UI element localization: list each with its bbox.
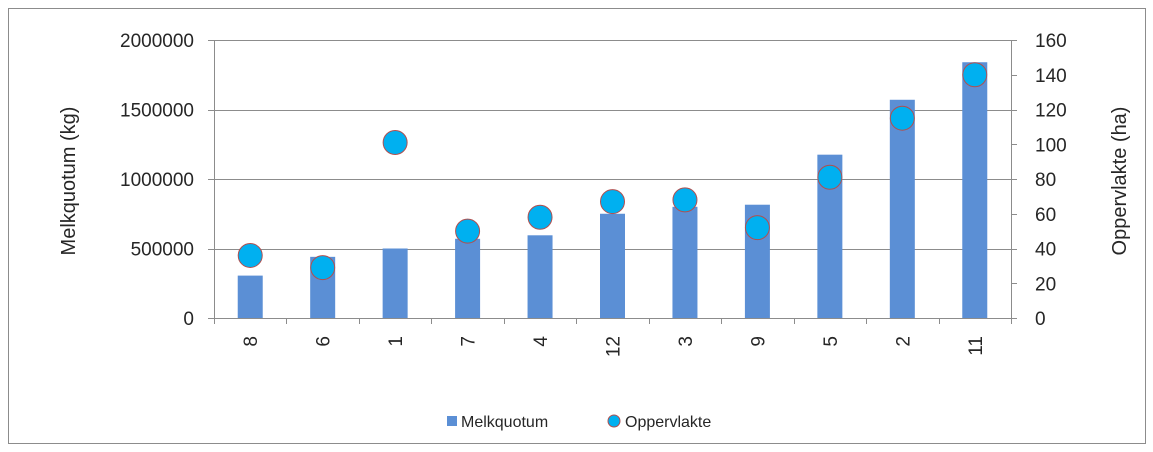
x-tick-label: 12 bbox=[604, 336, 625, 357]
scatter-point bbox=[672, 187, 698, 213]
legend-label-melkquotum: Melkquotum bbox=[461, 414, 548, 431]
y2-tick-label: 20 bbox=[1035, 274, 1056, 295]
y2-tick-label: 120 bbox=[1035, 101, 1067, 122]
scatter-point bbox=[527, 204, 553, 230]
bar bbox=[237, 275, 263, 318]
bar bbox=[455, 238, 481, 318]
y2-tick-label: 80 bbox=[1035, 170, 1056, 191]
y2-axis-title: Oppervlakte (ha) bbox=[1109, 107, 1131, 256]
tick-labels: 0 500000 1000000 1500000 2000000 0 20 40 60 80 100… bbox=[120, 31, 1067, 357]
legend-swatch-oppervlakte bbox=[607, 414, 621, 428]
scatter-point bbox=[455, 218, 481, 244]
x-tick-label: 8 bbox=[241, 336, 262, 347]
x-tick-label: 9 bbox=[748, 336, 769, 347]
x-tick-label: 11 bbox=[966, 336, 987, 356]
chart-frame bbox=[8, 8, 1146, 444]
x-tick-label: 4 bbox=[531, 336, 552, 347]
scatter-series-oppervlakte bbox=[237, 62, 988, 281]
scatter-point bbox=[382, 130, 408, 156]
scatter-point bbox=[310, 255, 336, 281]
y2-tick-label: 40 bbox=[1035, 240, 1056, 261]
scatter-point bbox=[744, 215, 770, 241]
bar bbox=[527, 235, 553, 318]
x-tick-label: 1 bbox=[386, 336, 407, 347]
y2-tick-label: 0 bbox=[1035, 309, 1046, 330]
scatter-point bbox=[817, 164, 843, 190]
x-tick-label: 3 bbox=[676, 336, 697, 347]
y-tick-label: 1500000 bbox=[120, 101, 194, 122]
y2-tick-label: 160 bbox=[1035, 31, 1067, 52]
scatter-point bbox=[962, 62, 988, 88]
y2-tick-label: 140 bbox=[1035, 66, 1067, 87]
y-tick-label: 2000000 bbox=[120, 31, 194, 52]
y-axis-title: Melkquotum (kg) bbox=[58, 107, 80, 256]
legend: Melkquotum Oppervlakte bbox=[447, 414, 711, 431]
axes bbox=[208, 40, 1017, 324]
x-tick-label: 6 bbox=[314, 336, 335, 347]
y-tick-label: 500000 bbox=[131, 240, 194, 261]
scatter-point bbox=[600, 189, 625, 215]
y-tick-label: 1000000 bbox=[120, 170, 194, 191]
bar bbox=[600, 213, 625, 318]
x-tick-label: 5 bbox=[821, 336, 842, 347]
y-tick-label: 0 bbox=[183, 309, 194, 330]
scatter-point bbox=[889, 105, 915, 131]
bar bbox=[382, 248, 408, 318]
x-tick-label: 7 bbox=[459, 336, 480, 347]
legend-label-oppervlakte: Oppervlakte bbox=[625, 414, 711, 431]
scatter-point bbox=[237, 242, 263, 268]
bar bbox=[962, 62, 988, 318]
y2-tick-label: 60 bbox=[1035, 205, 1056, 226]
y2-tick-label: 100 bbox=[1035, 135, 1067, 156]
legend-swatch-melkquotum bbox=[447, 416, 457, 426]
bar bbox=[889, 99, 915, 319]
bar bbox=[672, 206, 698, 318]
x-tick-label: 2 bbox=[893, 336, 914, 347]
